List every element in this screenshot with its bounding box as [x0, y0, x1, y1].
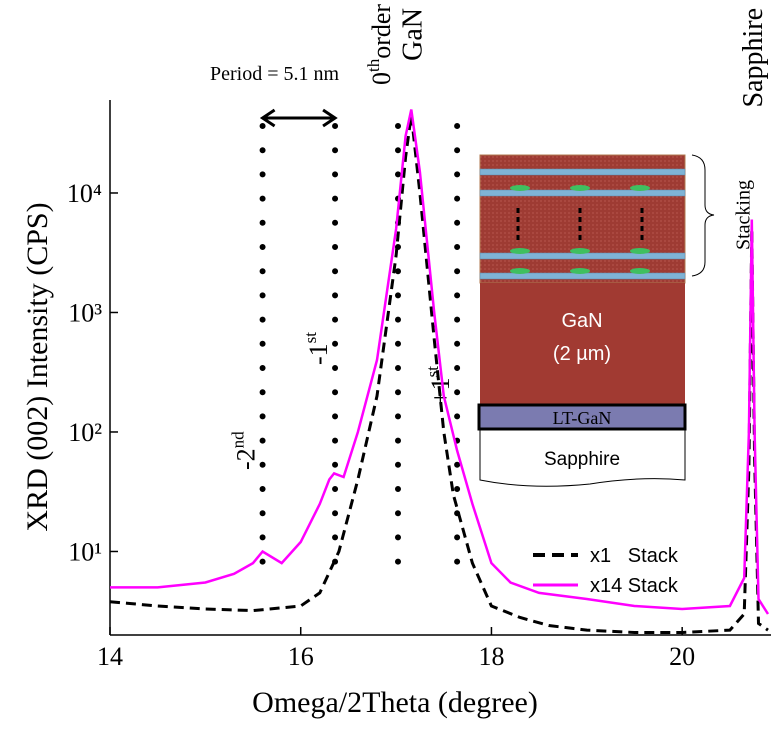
peak-label: GaN — [397, 8, 428, 61]
order-label: +1st — [423, 366, 455, 405]
dots-islands — [510, 185, 650, 274]
order-sup: nd — [229, 431, 248, 449]
legend-label: x14 Stack — [590, 575, 679, 597]
gan-label: GaN — [561, 310, 602, 332]
x-tick-label: 16 — [288, 642, 314, 671]
y-tick-label: 10⁴ — [67, 179, 102, 208]
x-tick-label: 20 — [669, 642, 695, 671]
period-label: Period = 5.1 nm — [210, 63, 339, 85]
ellipsis — [516, 208, 644, 242]
gan-thickness: (2 µm) — [553, 343, 611, 365]
series-line — [110, 109, 770, 615]
sapphire-block — [479, 429, 686, 487]
gan-block — [480, 283, 685, 405]
x-axis-label: Omega/2Theta (degree) — [252, 686, 538, 719]
order-number: -2 — [232, 448, 261, 470]
x-tick-label: 14 — [97, 642, 123, 671]
y-tick-label: 10³ — [68, 298, 102, 327]
order-sup: th — [364, 58, 383, 72]
sapphire-label: Sapphire — [544, 449, 620, 470]
order-label: -2nd — [229, 431, 261, 470]
order-sup: st — [423, 366, 442, 378]
inset: Stacking GaN (2 µm) LT-GaN Sapphire — [477, 154, 755, 487]
stacking-label: Stacking — [733, 180, 755, 250]
stack-block — [479, 154, 686, 284]
legend-label: x1 Stack — [590, 545, 679, 567]
peak-label: Sapphire — [738, 8, 769, 108]
period-arrow — [259, 108, 338, 128]
layers — [479, 168, 686, 280]
series-line — [109, 114, 769, 634]
order-number: -1 — [304, 343, 333, 365]
order-label: -1st — [301, 332, 333, 365]
brace — [691, 154, 715, 277]
y-axis-label: XRD (002) Intensity (CPS) — [21, 202, 54, 531]
order-label: 0thorder — [364, 4, 396, 85]
lt-gan-block — [477, 403, 687, 431]
y-tick-label: 10¹ — [68, 537, 102, 566]
y-tick-label: 10² — [68, 418, 102, 447]
order-sup: st — [301, 332, 320, 344]
order-suffix: order — [367, 4, 396, 59]
lt-gan-label: LT-GaN — [553, 408, 612, 428]
x-tick-label: 18 — [478, 642, 504, 671]
order-number: 0 — [367, 72, 396, 85]
